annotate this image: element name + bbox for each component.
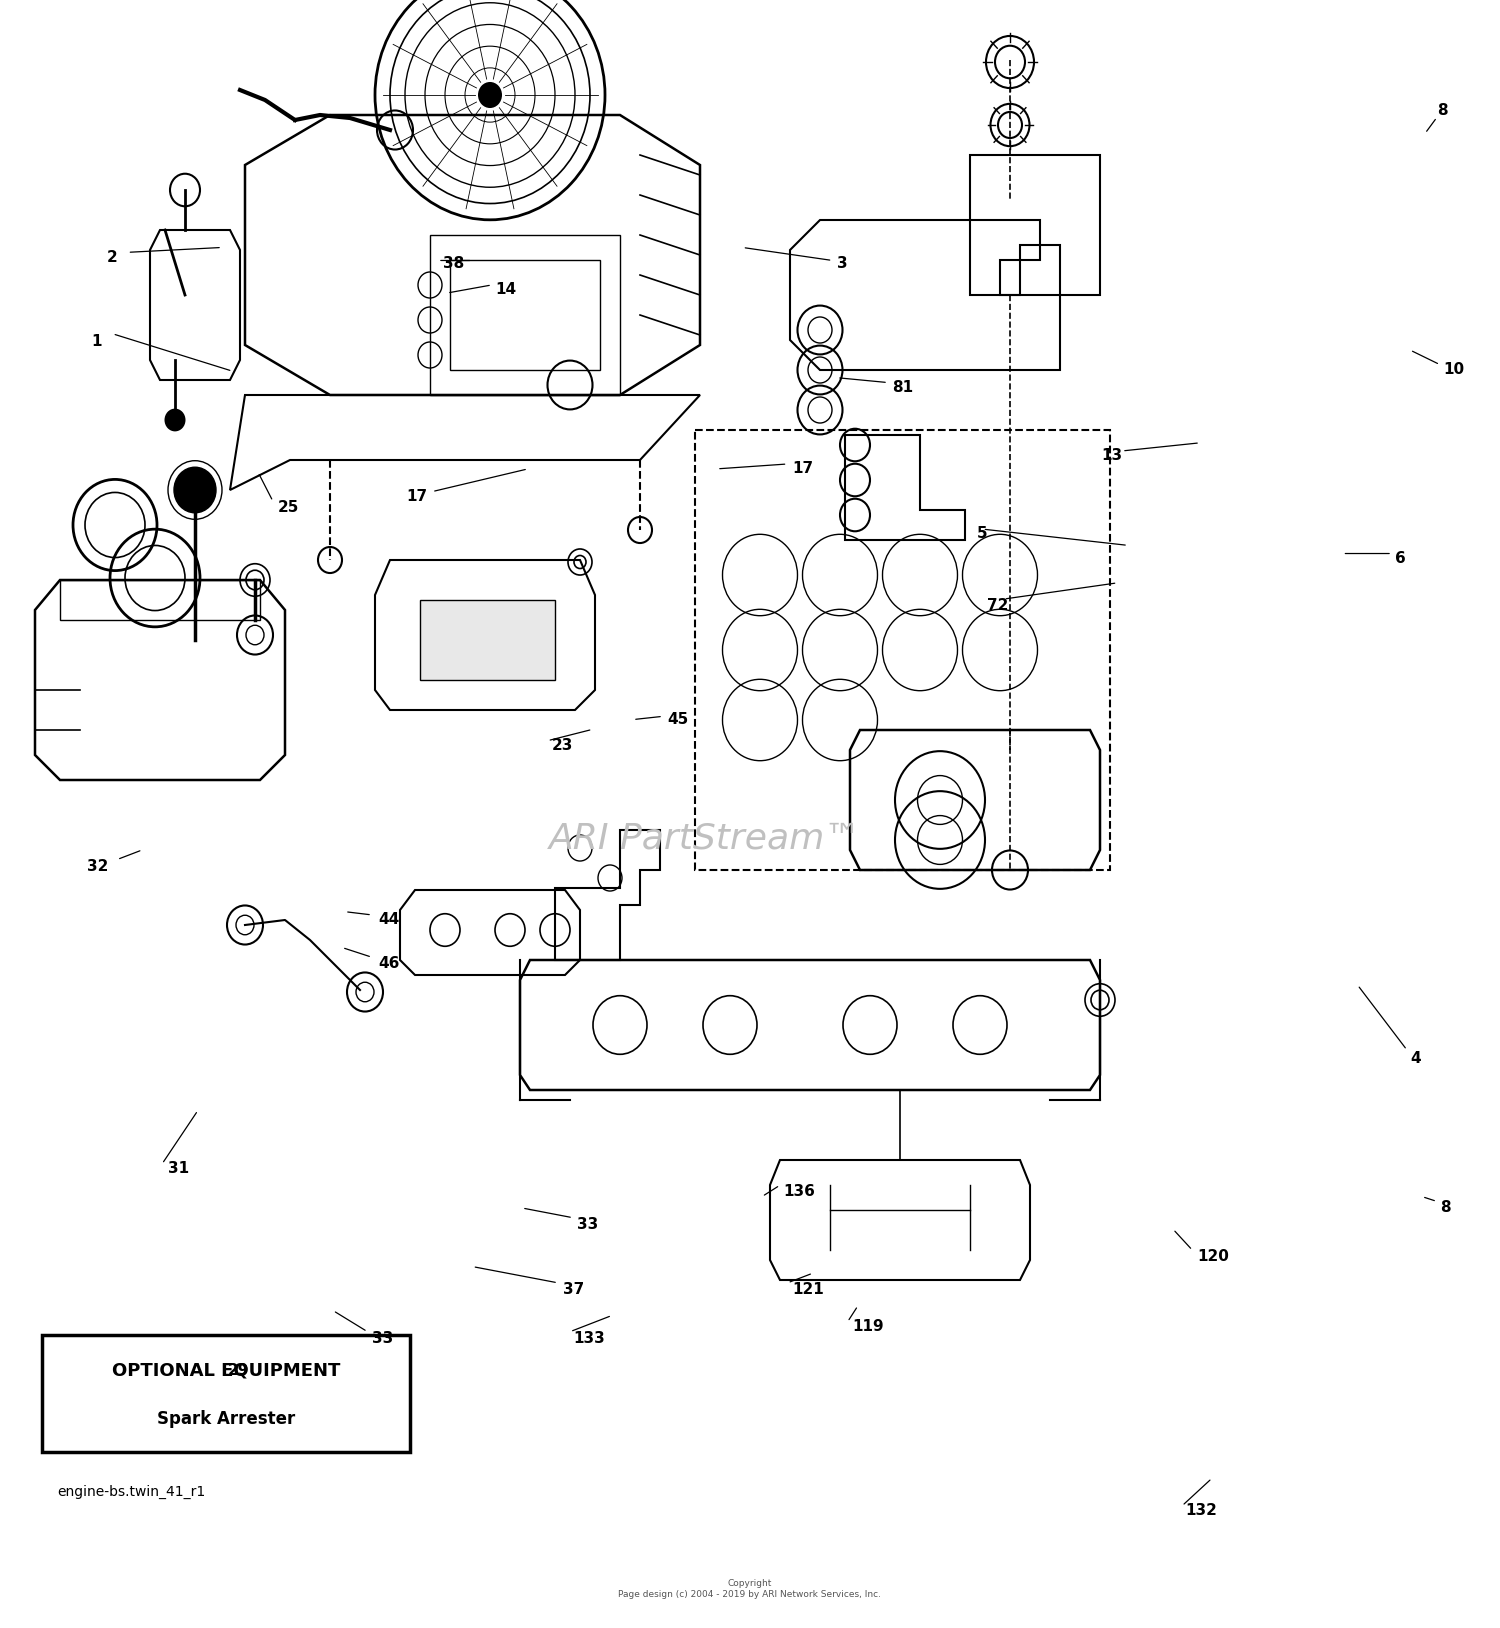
Circle shape [174, 467, 216, 513]
Text: 45: 45 [668, 711, 688, 728]
Text: 32: 32 [87, 858, 108, 874]
Text: engine-bs.twin_41_r1: engine-bs.twin_41_r1 [57, 1485, 206, 1499]
Text: 29: 29 [228, 1363, 249, 1379]
Text: 136: 136 [783, 1184, 814, 1200]
Text: 38: 38 [442, 256, 464, 272]
Text: 14: 14 [495, 282, 516, 298]
Text: 8: 8 [1437, 103, 1448, 119]
Text: Copyright
Page design (c) 2004 - 2019 by ARI Network Services, Inc.: Copyright Page design (c) 2004 - 2019 by… [618, 1579, 882, 1599]
Text: Spark Arrester: Spark Arrester [156, 1410, 296, 1428]
FancyBboxPatch shape [42, 1335, 410, 1452]
Text: ARI PartStream™: ARI PartStream™ [549, 822, 861, 855]
Text: 120: 120 [1197, 1249, 1228, 1265]
Text: OPTIONAL EQUIPMENT: OPTIONAL EQUIPMENT [111, 1361, 340, 1379]
Circle shape [478, 81, 502, 107]
Text: 31: 31 [168, 1161, 189, 1177]
Circle shape [165, 409, 186, 431]
Text: 72: 72 [987, 597, 1008, 614]
Text: 2: 2 [106, 249, 117, 265]
Text: 133: 133 [573, 1330, 604, 1346]
Text: 23: 23 [552, 737, 573, 754]
Text: 3: 3 [837, 256, 848, 272]
Text: 17: 17 [406, 488, 427, 505]
Polygon shape [420, 601, 555, 681]
Text: 17: 17 [792, 461, 813, 477]
Text: 4: 4 [1410, 1050, 1420, 1066]
Text: 33: 33 [372, 1330, 393, 1346]
Text: 25: 25 [278, 500, 298, 516]
Text: 46: 46 [378, 956, 399, 972]
Text: 119: 119 [852, 1319, 883, 1335]
Text: 6: 6 [1395, 550, 1406, 567]
Text: 33: 33 [578, 1216, 598, 1232]
Text: 10: 10 [1443, 361, 1464, 378]
Text: 5: 5 [976, 526, 987, 542]
Text: 121: 121 [792, 1281, 824, 1298]
Text: 44: 44 [378, 912, 399, 928]
Text: 132: 132 [1185, 1503, 1216, 1519]
Text: 1: 1 [92, 334, 102, 350]
Text: 13: 13 [1101, 448, 1122, 464]
Text: 8: 8 [1440, 1200, 1450, 1216]
Text: 37: 37 [562, 1281, 584, 1298]
Text: 81: 81 [892, 379, 914, 396]
